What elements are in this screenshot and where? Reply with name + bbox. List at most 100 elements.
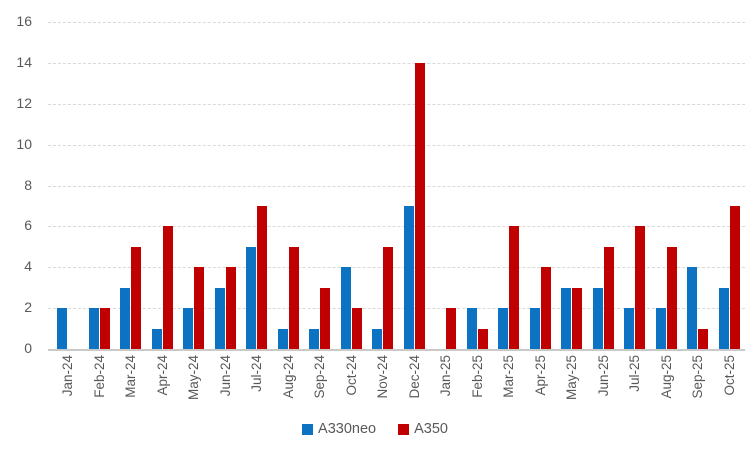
- bar-a330neo-May-25: [561, 287, 572, 349]
- x-cell-Dec-24: Dec-24: [399, 355, 431, 415]
- x-tick-label-Feb-25: Feb-25: [469, 355, 485, 398]
- x-cell-Feb-25: Feb-25: [462, 355, 494, 415]
- bar-a330neo-Nov-24: [372, 328, 383, 349]
- legend-label-a350: A350: [414, 421, 448, 437]
- bar-group-Sep-25: [682, 22, 714, 349]
- x-tick-label-Aug-25: Aug-25: [658, 355, 674, 399]
- bar-a330neo-Aug-25: [655, 308, 666, 349]
- legend-item-a350: A350: [398, 421, 448, 437]
- bar-a350-Apr-25: [540, 267, 551, 349]
- bar-group-Jul-25: [619, 22, 651, 349]
- x-tick-label-Apr-25: Apr-25: [532, 355, 548, 396]
- bar-a330neo-Sep-24: [309, 328, 320, 349]
- bar-a350-Feb-25: [477, 328, 488, 349]
- y-tick-label-16: 16: [16, 13, 32, 29]
- bar-group-Dec-24: [399, 22, 431, 349]
- bar-a350-Jun-24: [225, 267, 236, 349]
- legend-item-a330neo: A330neo: [302, 421, 376, 437]
- bar-group-Jun-25: [588, 22, 620, 349]
- x-cell-May-25: May-25: [556, 355, 588, 415]
- x-cell-Sep-25: Sep-25: [682, 355, 714, 415]
- bar-a330neo-May-24: [183, 308, 194, 349]
- bar-group-Jun-24: [210, 22, 242, 349]
- x-cell-Jul-24: Jul-24: [241, 355, 273, 415]
- x-tick-label-Dec-24: Dec-24: [406, 355, 422, 399]
- x-cell-Jun-25: Jun-25: [588, 355, 620, 415]
- bars-layer: [52, 22, 745, 349]
- bar-a350-Apr-24: [162, 226, 173, 349]
- plot-area: [48, 22, 745, 351]
- bar-a330neo-Jul-24: [246, 246, 257, 349]
- bar-group-Apr-25: [525, 22, 557, 349]
- x-tick-label-Sep-24: Sep-24: [312, 355, 328, 399]
- gridline-8: [48, 185, 745, 187]
- x-tick-label-Jul-25: Jul-25: [627, 355, 643, 392]
- legend-swatch-a330neo: [302, 423, 314, 435]
- bar-a350-Jan-25: [446, 308, 457, 349]
- x-axis-labels: Jan-24 Feb-24 Mar-24 Apr-24 May-24 Jun-24 Jul-…: [52, 355, 745, 415]
- bar-a350-May-24: [194, 267, 205, 349]
- bar-group-Mar-24: [115, 22, 147, 349]
- x-tick-label-Nov-24: Nov-24: [375, 355, 391, 399]
- gridline-12: [48, 103, 745, 105]
- bar-group-Jan-24: [52, 22, 84, 349]
- legend-swatch-a350: [398, 423, 410, 435]
- x-cell-Apr-24: Apr-24: [147, 355, 179, 415]
- gridline-4: [48, 267, 745, 269]
- y-tick-label-6: 6: [24, 217, 32, 234]
- bar-group-May-25: [556, 22, 588, 349]
- x-tick-label-Feb-24: Feb-24: [91, 355, 107, 398]
- x-tick-label-Jun-24: Jun-24: [217, 355, 233, 397]
- x-tick-label-May-25: May-25: [564, 355, 580, 401]
- bar-a350-May-25: [572, 287, 583, 349]
- x-tick-label-Jan-25: Jan-25: [438, 355, 454, 397]
- x-cell-Mar-25: Mar-25: [493, 355, 525, 415]
- legend: A330neo A350: [0, 421, 750, 437]
- bar-a350-Aug-25: [666, 246, 677, 349]
- bar-a330neo-Jun-25: [592, 287, 603, 349]
- bar-a350-Aug-24: [288, 246, 299, 349]
- x-cell-Oct-25: Oct-25: [714, 355, 746, 415]
- x-tick-label-Jun-25: Jun-25: [595, 355, 611, 397]
- x-cell-Apr-25: Apr-25: [525, 355, 557, 415]
- bar-group-Sep-24: [304, 22, 336, 349]
- x-tick-label-Aug-24: Aug-24: [280, 355, 296, 399]
- bar-a330neo-Jul-25: [624, 308, 635, 349]
- bar-group-Oct-25: [714, 22, 746, 349]
- bar-a330neo-Mar-25: [498, 308, 509, 349]
- bar-a330neo-Feb-24: [88, 308, 99, 349]
- x-tick-label-Jan-24: Jan-24: [60, 355, 76, 397]
- bar-a350-Jul-24: [257, 205, 268, 349]
- x-cell-Jul-25: Jul-25: [619, 355, 651, 415]
- bar-group-Feb-25: [462, 22, 494, 349]
- y-tick-label-4: 4: [24, 258, 32, 275]
- gridline-2: [48, 308, 745, 310]
- bar-a350-Sep-25: [698, 328, 709, 349]
- bar-a330neo-Oct-24: [340, 267, 351, 349]
- x-cell-Aug-25: Aug-25: [651, 355, 683, 415]
- x-tick-label-Apr-24: Apr-24: [154, 355, 170, 396]
- y-tick-label-0: 0: [24, 340, 32, 356]
- bar-group-Feb-24: [84, 22, 116, 349]
- bar-group-Apr-24: [147, 22, 179, 349]
- y-tick-label-14: 14: [16, 53, 32, 70]
- bar-a350-Sep-24: [320, 287, 331, 349]
- x-cell-Nov-24: Nov-24: [367, 355, 399, 415]
- bar-a350-Jul-25: [635, 226, 646, 349]
- bar-a350-Oct-25: [729, 205, 740, 349]
- y-tick-label-2: 2: [24, 299, 32, 316]
- x-cell-Jan-24: Jan-24: [52, 355, 84, 415]
- x-cell-Jun-24: Jun-24: [210, 355, 242, 415]
- x-cell-Feb-24: Feb-24: [84, 355, 116, 415]
- y-tick-label-8: 8: [24, 176, 32, 193]
- x-tick-label-Mar-25: Mar-25: [501, 355, 517, 398]
- bar-a330neo-Aug-24: [277, 328, 288, 349]
- bar-group-Oct-24: [336, 22, 368, 349]
- bar-group-Jul-24: [241, 22, 273, 349]
- bar-a330neo-Sep-25: [687, 267, 698, 349]
- bar-group-Nov-24: [367, 22, 399, 349]
- gridline-16: [48, 22, 745, 23]
- bar-a330neo-Jun-24: [214, 287, 225, 349]
- x-cell-Oct-24: Oct-24: [336, 355, 368, 415]
